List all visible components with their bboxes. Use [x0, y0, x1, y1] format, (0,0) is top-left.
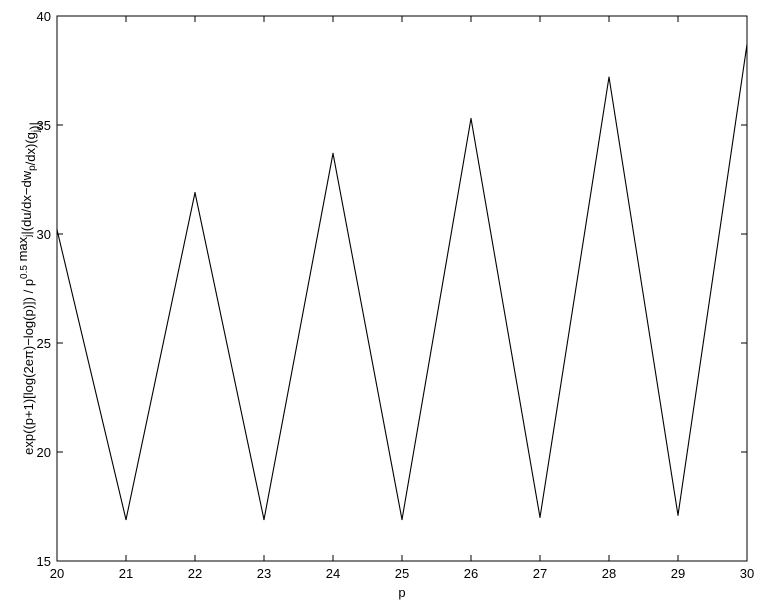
plot-area-frame	[56, 15, 748, 562]
data-point	[332, 152, 334, 154]
y-axis-label-part: j	[23, 235, 34, 238]
x-axis-label: p	[398, 585, 405, 600]
x-tick-label: 24	[326, 566, 340, 581]
x-tick-label: 27	[533, 566, 547, 581]
data-point	[746, 43, 748, 45]
x-tick-label: 20	[50, 566, 64, 581]
y-axis-label-part: exp((p+1)[log(2eπ)−log(p)]) / p	[21, 279, 36, 455]
axis-ticks	[56, 15, 748, 562]
y-axis-label-part: )|	[27, 122, 42, 130]
y-tick-label: 15	[37, 554, 51, 569]
data-point	[125, 518, 127, 521]
x-tick-label: 30	[740, 566, 754, 581]
data-point	[401, 518, 403, 521]
y-axis-label-part: /dx)(g	[23, 132, 38, 165]
y-axis-label-part: |(du/dx−dw	[19, 170, 34, 234]
y-axis-label-part: 0.5	[19, 265, 30, 279]
data-point	[263, 518, 265, 521]
x-tick-label: 29	[671, 566, 685, 581]
data-point	[677, 514, 679, 516]
x-tick-label: 21	[119, 566, 133, 581]
y-axis-label-part: p	[27, 165, 38, 171]
y-tick-label: 25	[37, 336, 51, 351]
y-axis-label: exp((p+1)[log(2eπ)−log(p)]) / p0.5 maxj|…	[15, 122, 42, 455]
data-point	[539, 516, 541, 519]
y-axis-label-part: max	[15, 236, 30, 265]
y-tick-label: 40	[37, 9, 51, 24]
x-tick-label: 22	[188, 566, 202, 581]
x-tick-label: 25	[395, 566, 409, 581]
data-point	[470, 117, 472, 120]
y-tick-label: 30	[37, 227, 51, 242]
y-tick-label: 35	[37, 118, 51, 133]
data-points	[56, 43, 748, 521]
y-tick-label: 20	[37, 445, 51, 460]
data-point	[56, 229, 58, 231]
y-axis-label-part: j	[31, 130, 42, 133]
x-tick-label: 23	[257, 566, 271, 581]
x-tick-label: 26	[464, 566, 478, 581]
data-point	[608, 76, 610, 78]
data-point	[194, 191, 196, 194]
x-tick-label: 28	[602, 566, 616, 581]
